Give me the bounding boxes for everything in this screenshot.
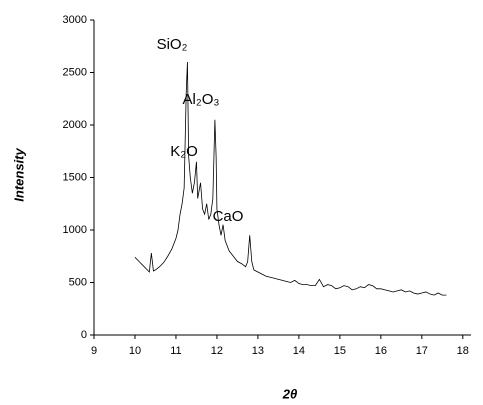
y-tick-label: 1500 bbox=[63, 171, 87, 183]
peak-annotation: Al₂O₃ bbox=[183, 91, 220, 108]
x-tick-label: 15 bbox=[334, 345, 346, 357]
y-tick-label: 1000 bbox=[63, 224, 87, 236]
data-line bbox=[134, 61, 447, 296]
x-axis-label: 2θ bbox=[282, 386, 297, 401]
x-tick-label: 11 bbox=[170, 345, 181, 357]
peak-annotation: K₂O bbox=[170, 143, 198, 160]
y-tick-label: 0 bbox=[81, 329, 87, 341]
y-tick-label: 2500 bbox=[63, 66, 87, 78]
x-tick-label: 18 bbox=[457, 345, 469, 357]
x-tick-label: 17 bbox=[416, 345, 428, 357]
y-tick-label: 2000 bbox=[63, 119, 87, 131]
y-tick-label: 3000 bbox=[63, 14, 87, 26]
y-tick-label: 500 bbox=[69, 276, 87, 288]
peak-annotation: SiO₂ bbox=[157, 36, 188, 53]
y-axis-label: Intensity bbox=[11, 148, 26, 202]
x-tick-label: 9 bbox=[91, 345, 97, 357]
x-tick-label: 14 bbox=[293, 345, 305, 357]
peak-annotation: CaO bbox=[213, 208, 244, 225]
x-tick-label: 10 bbox=[129, 345, 141, 357]
x-tick-label: 16 bbox=[375, 345, 387, 357]
x-tick-label: 13 bbox=[252, 345, 264, 357]
x-tick-label: 12 bbox=[211, 345, 223, 357]
